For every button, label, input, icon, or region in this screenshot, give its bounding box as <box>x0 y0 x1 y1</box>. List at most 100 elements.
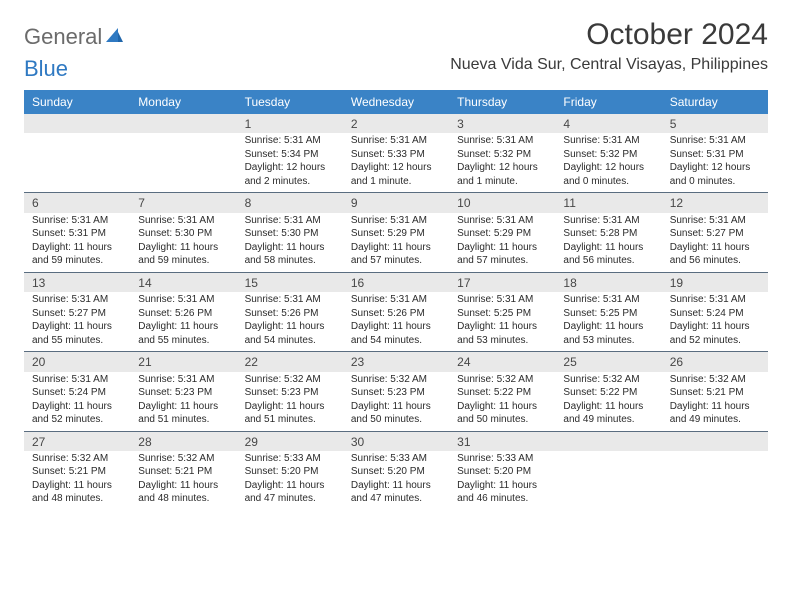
day-number: 28 <box>130 432 236 451</box>
sunrise-line: Sunrise: 5:31 AM <box>138 293 228 307</box>
week-row: 20Sunrise: 5:31 AMSunset: 5:24 PMDayligh… <box>24 351 768 430</box>
sunrise-line: Sunrise: 5:31 AM <box>32 293 122 307</box>
sunrise-line: Sunrise: 5:32 AM <box>245 373 335 387</box>
empty-day-header <box>130 114 236 133</box>
day-details: Sunrise: 5:33 AMSunset: 5:20 PMDaylight:… <box>237 451 343 510</box>
month-title: October 2024 <box>450 18 768 52</box>
day-cell: 9Sunrise: 5:31 AMSunset: 5:29 PMDaylight… <box>343 193 449 271</box>
day-details: Sunrise: 5:31 AMSunset: 5:30 PMDaylight:… <box>130 213 236 272</box>
day-cell: 14Sunrise: 5:31 AMSunset: 5:26 PMDayligh… <box>130 273 236 351</box>
day-cell: 1Sunrise: 5:31 AMSunset: 5:34 PMDaylight… <box>237 114 343 192</box>
sunset-line: Sunset: 5:32 PM <box>563 148 653 162</box>
day-number: 5 <box>662 114 768 133</box>
sunset-line: Sunset: 5:20 PM <box>457 465 547 479</box>
daylight-line: Daylight: 11 hours and 47 minutes. <box>245 479 335 506</box>
daylight-line: Daylight: 12 hours and 0 minutes. <box>670 161 760 188</box>
day-number: 17 <box>449 273 555 292</box>
dow-monday: Monday <box>130 90 236 114</box>
daylight-line: Daylight: 11 hours and 50 minutes. <box>351 400 441 427</box>
sunset-line: Sunset: 5:24 PM <box>670 307 760 321</box>
sunset-line: Sunset: 5:28 PM <box>563 227 653 241</box>
day-cell: 5Sunrise: 5:31 AMSunset: 5:31 PMDaylight… <box>662 114 768 192</box>
location-line: Nueva Vida Sur, Central Visayas, Philipp… <box>450 56 768 74</box>
sunrise-line: Sunrise: 5:31 AM <box>563 134 653 148</box>
day-details: Sunrise: 5:32 AMSunset: 5:21 PMDaylight:… <box>662 372 768 431</box>
sunset-line: Sunset: 5:21 PM <box>138 465 228 479</box>
daylight-line: Daylight: 11 hours and 59 minutes. <box>138 241 228 268</box>
day-details: Sunrise: 5:31 AMSunset: 5:29 PMDaylight:… <box>343 213 449 272</box>
day-details: Sunrise: 5:31 AMSunset: 5:30 PMDaylight:… <box>237 213 343 272</box>
sunset-line: Sunset: 5:25 PM <box>563 307 653 321</box>
week-row: 6Sunrise: 5:31 AMSunset: 5:31 PMDaylight… <box>24 192 768 271</box>
sunset-line: Sunset: 5:34 PM <box>245 148 335 162</box>
day-number: 30 <box>343 432 449 451</box>
day-number: 15 <box>237 273 343 292</box>
day-details: Sunrise: 5:33 AMSunset: 5:20 PMDaylight:… <box>343 451 449 510</box>
day-number: 19 <box>662 273 768 292</box>
day-details: Sunrise: 5:32 AMSunset: 5:22 PMDaylight:… <box>555 372 661 431</box>
sunset-line: Sunset: 5:23 PM <box>138 386 228 400</box>
daylight-line: Daylight: 11 hours and 56 minutes. <box>563 241 653 268</box>
daylight-line: Daylight: 11 hours and 49 minutes. <box>670 400 760 427</box>
day-cell: 2Sunrise: 5:31 AMSunset: 5:33 PMDaylight… <box>343 114 449 192</box>
day-details: Sunrise: 5:31 AMSunset: 5:24 PMDaylight:… <box>662 292 768 351</box>
day-cell: 15Sunrise: 5:31 AMSunset: 5:26 PMDayligh… <box>237 273 343 351</box>
day-number: 11 <box>555 193 661 212</box>
sunset-line: Sunset: 5:22 PM <box>563 386 653 400</box>
dow-sunday: Sunday <box>24 90 130 114</box>
day-details: Sunrise: 5:31 AMSunset: 5:31 PMDaylight:… <box>24 213 130 272</box>
sunrise-line: Sunrise: 5:32 AM <box>138 452 228 466</box>
sunset-line: Sunset: 5:31 PM <box>32 227 122 241</box>
day-cell: 6Sunrise: 5:31 AMSunset: 5:31 PMDaylight… <box>24 193 130 271</box>
day-details: Sunrise: 5:31 AMSunset: 5:25 PMDaylight:… <box>449 292 555 351</box>
dow-wednesday: Wednesday <box>343 90 449 114</box>
day-number: 24 <box>449 352 555 371</box>
day-cell: 30Sunrise: 5:33 AMSunset: 5:20 PMDayligh… <box>343 432 449 510</box>
day-details: Sunrise: 5:31 AMSunset: 5:26 PMDaylight:… <box>343 292 449 351</box>
day-number: 14 <box>130 273 236 292</box>
sunrise-line: Sunrise: 5:32 AM <box>563 373 653 387</box>
daylight-line: Daylight: 11 hours and 59 minutes. <box>32 241 122 268</box>
daylight-line: Daylight: 12 hours and 2 minutes. <box>245 161 335 188</box>
sunrise-line: Sunrise: 5:32 AM <box>32 452 122 466</box>
weeks-container: 1Sunrise: 5:31 AMSunset: 5:34 PMDaylight… <box>24 114 768 510</box>
logo-sail-icon <box>104 24 124 50</box>
sunrise-line: Sunrise: 5:33 AM <box>245 452 335 466</box>
day-number: 20 <box>24 352 130 371</box>
daylight-line: Daylight: 11 hours and 57 minutes. <box>457 241 547 268</box>
week-row: 1Sunrise: 5:31 AMSunset: 5:34 PMDaylight… <box>24 114 768 192</box>
day-cell <box>555 432 661 510</box>
sunrise-line: Sunrise: 5:33 AM <box>351 452 441 466</box>
empty-day-body <box>662 451 768 507</box>
sunset-line: Sunset: 5:23 PM <box>351 386 441 400</box>
day-cell: 3Sunrise: 5:31 AMSunset: 5:32 PMDaylight… <box>449 114 555 192</box>
sunrise-line: Sunrise: 5:31 AM <box>245 134 335 148</box>
day-details: Sunrise: 5:31 AMSunset: 5:34 PMDaylight:… <box>237 133 343 192</box>
day-number: 2 <box>343 114 449 133</box>
day-details: Sunrise: 5:31 AMSunset: 5:26 PMDaylight:… <box>130 292 236 351</box>
day-cell <box>662 432 768 510</box>
day-details: Sunrise: 5:31 AMSunset: 5:24 PMDaylight:… <box>24 372 130 431</box>
day-number: 1 <box>237 114 343 133</box>
sunset-line: Sunset: 5:31 PM <box>670 148 760 162</box>
day-number: 27 <box>24 432 130 451</box>
sunrise-line: Sunrise: 5:31 AM <box>670 134 760 148</box>
sunset-line: Sunset: 5:30 PM <box>138 227 228 241</box>
empty-day-header <box>662 432 768 451</box>
sunrise-line: Sunrise: 5:31 AM <box>670 214 760 228</box>
sunrise-line: Sunrise: 5:31 AM <box>245 214 335 228</box>
day-number: 16 <box>343 273 449 292</box>
day-details: Sunrise: 5:31 AMSunset: 5:25 PMDaylight:… <box>555 292 661 351</box>
daylight-line: Daylight: 11 hours and 54 minutes. <box>351 320 441 347</box>
sunset-line: Sunset: 5:26 PM <box>245 307 335 321</box>
logo: General <box>24 24 124 50</box>
daylight-line: Daylight: 11 hours and 53 minutes. <box>457 320 547 347</box>
day-number: 21 <box>130 352 236 371</box>
dow-tuesday: Tuesday <box>237 90 343 114</box>
day-cell: 28Sunrise: 5:32 AMSunset: 5:21 PMDayligh… <box>130 432 236 510</box>
day-cell <box>24 114 130 192</box>
sunrise-line: Sunrise: 5:32 AM <box>351 373 441 387</box>
day-details: Sunrise: 5:31 AMSunset: 5:27 PMDaylight:… <box>662 213 768 272</box>
calendar-grid: Sunday Monday Tuesday Wednesday Thursday… <box>24 90 768 510</box>
dow-friday: Friday <box>555 90 661 114</box>
